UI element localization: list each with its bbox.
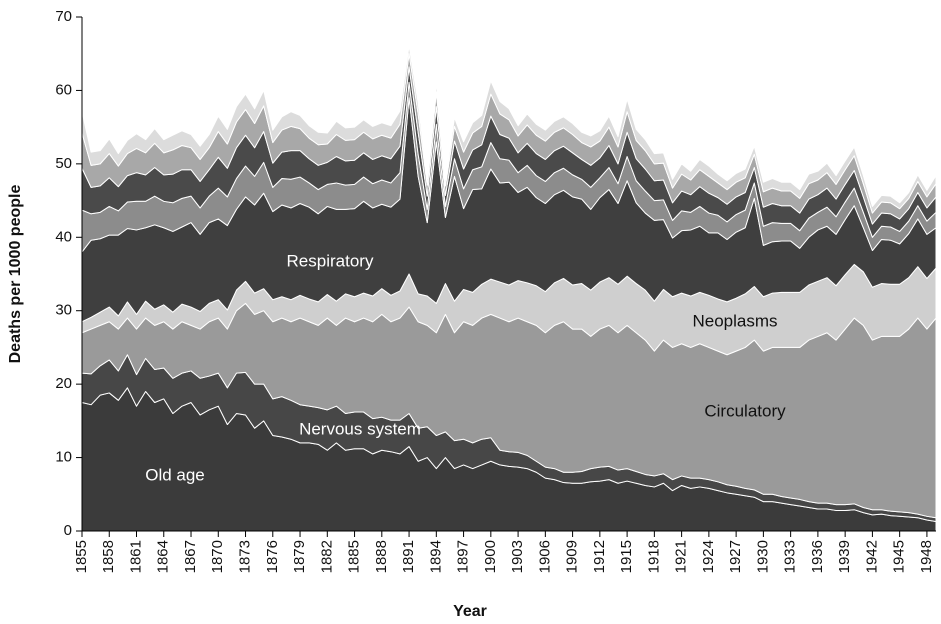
y-tick-label: 40 [55, 228, 72, 245]
x-tick-label: 1867 [182, 540, 199, 573]
x-tick-label: 1909 [564, 540, 581, 573]
x-tick-label: 1906 [536, 540, 553, 573]
x-tick-label: 1918 [645, 540, 662, 573]
x-tick-label: 1876 [264, 540, 281, 573]
x-tick-label: 1894 [427, 540, 444, 573]
series-label: Neoplasms [692, 311, 777, 330]
x-tick-label: 1855 [73, 540, 90, 573]
x-axis-title: Year [453, 603, 487, 620]
y-tick-label: 70 [55, 8, 72, 25]
x-tick-label: 1933 [782, 540, 799, 573]
x-tick-label: 1897 [455, 540, 472, 573]
x-tick-label: 1942 [863, 540, 880, 573]
x-tick-label: 1870 [209, 540, 226, 573]
y-tick-label: 0 [64, 522, 72, 539]
y-tick-label: 20 [55, 375, 72, 392]
x-tick-label: 1936 [809, 540, 826, 573]
x-tick-label: 1861 [127, 540, 144, 573]
y-axis-title: Deaths per 1000 people [7, 185, 24, 364]
x-tick-label: 1921 [673, 540, 690, 573]
y-tick-label: 60 [55, 81, 72, 98]
x-tick-label: 1888 [373, 540, 390, 573]
x-tick-label: 1891 [400, 540, 417, 573]
x-tick-label: 1900 [482, 540, 499, 573]
series-label: Old age [145, 465, 205, 484]
x-tick-label: 1924 [700, 540, 717, 573]
x-tick-label: 1945 [891, 540, 908, 573]
x-tick-label: 1915 [618, 540, 635, 573]
x-tick-label: 1858 [100, 540, 117, 573]
area [81, 45, 937, 214]
x-tick-label: 1930 [754, 540, 771, 573]
y-tick-label: 50 [55, 155, 72, 172]
x-tick-label: 1879 [291, 540, 308, 573]
x-tick-label: 1948 [918, 540, 935, 573]
y-tick-label: 30 [55, 302, 72, 319]
series-label: Respiratory [287, 251, 374, 270]
x-tick-label: 1873 [237, 540, 254, 573]
x-tick-label: 1927 [727, 540, 744, 573]
x-tick-label: 1903 [509, 540, 526, 573]
x-tick-label: 1864 [155, 540, 172, 573]
x-tick-label: 1939 [836, 540, 853, 573]
x-tick-label: 1912 [591, 540, 608, 573]
x-tick-label: 1885 [346, 540, 363, 573]
series-label: Circulatory [704, 401, 786, 420]
y-tick-label: 10 [55, 449, 72, 466]
series-label: Nervous system [299, 419, 421, 438]
x-tick-label: 1882 [318, 540, 335, 573]
